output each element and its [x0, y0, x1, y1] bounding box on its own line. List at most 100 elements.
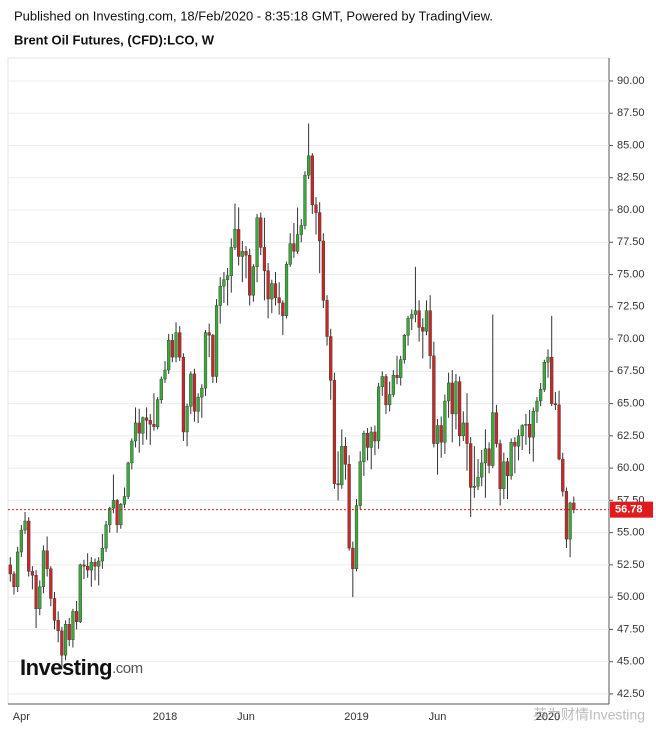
candle-body — [443, 400, 447, 443]
candle-body — [214, 305, 219, 377]
x-tick-label: 2019 — [344, 711, 368, 723]
candle-body — [130, 440, 134, 464]
candle-body — [251, 266, 255, 296]
candle-body — [568, 502, 572, 540]
candle-body — [292, 243, 296, 252]
y-tick-label: 82.50 — [617, 172, 645, 184]
candle-body — [329, 336, 333, 381]
candle-body — [259, 217, 263, 248]
y-tick-label: 42.50 — [617, 688, 645, 700]
candle-body — [222, 279, 226, 287]
candle-body — [185, 405, 189, 433]
candle-body — [262, 247, 267, 271]
candle-body — [354, 505, 359, 569]
candle-body — [336, 483, 340, 486]
candle-body — [23, 520, 27, 531]
candle-body — [93, 562, 97, 567]
watermark: 英为财情Investing — [533, 707, 645, 723]
candle-body — [266, 270, 270, 300]
candle-body — [340, 445, 344, 486]
candles — [8, 123, 576, 670]
candle-body — [391, 374, 395, 395]
candle-body — [557, 404, 561, 460]
last-price-box — [610, 501, 653, 518]
candle-body — [152, 424, 156, 428]
candle-body — [395, 374, 399, 378]
candle-body — [225, 275, 230, 280]
candle-body — [60, 630, 64, 656]
candle-body — [358, 461, 362, 506]
x-tick-label: Apr — [13, 711, 30, 723]
candle-body — [314, 204, 318, 213]
candle-body — [502, 461, 506, 489]
candle-body — [417, 310, 421, 328]
candle-body — [284, 264, 289, 317]
candle-body — [156, 399, 160, 428]
candle-body — [240, 251, 244, 257]
candle-body — [174, 332, 178, 358]
candle-body — [406, 318, 410, 336]
y-tick-label: 55.00 — [617, 527, 645, 539]
candle-body — [86, 565, 90, 571]
candle-body — [446, 382, 451, 402]
candle-body — [469, 443, 473, 488]
candle-body — [321, 240, 325, 301]
candle-body — [115, 500, 119, 526]
y-tick-label: 87.50 — [617, 107, 645, 119]
y-tick-label: 60.00 — [617, 462, 645, 474]
y-tick-label: 70.00 — [617, 333, 645, 345]
candle-body — [299, 225, 303, 235]
candle-body — [491, 412, 495, 466]
x-tick-label: Jun — [237, 711, 255, 723]
candle-body — [100, 547, 104, 562]
y-tick-label: 77.50 — [617, 236, 645, 248]
candle-body — [380, 376, 384, 388]
candle-body — [476, 476, 480, 487]
candle-body — [137, 422, 141, 434]
y-tick-label: 72.50 — [617, 301, 645, 313]
candle-body — [461, 422, 465, 437]
logo: Investing.com — [20, 655, 143, 680]
candle-body — [402, 334, 406, 360]
candle-body — [192, 373, 197, 412]
candle-body — [97, 560, 101, 567]
candle-body — [277, 297, 281, 304]
candle-body — [170, 340, 174, 358]
candle-body — [82, 564, 86, 567]
candle-body — [111, 500, 116, 509]
candle-body — [513, 442, 517, 447]
candle-body — [542, 362, 546, 390]
y-tick-label: 80.00 — [617, 204, 645, 216]
candle-body — [27, 520, 31, 572]
y-tick-label: 85.00 — [617, 139, 645, 151]
candle-body — [472, 485, 476, 488]
candle-body — [432, 355, 436, 444]
candle-body — [310, 155, 314, 206]
candle-body — [410, 314, 414, 319]
candle-body — [528, 424, 532, 438]
x-tick-label: 2020 — [536, 711, 560, 723]
candle-body — [307, 155, 311, 176]
y-tick-label: 90.00 — [617, 75, 645, 87]
candle-body — [450, 382, 454, 415]
candle-body — [167, 340, 171, 371]
candle-body — [439, 425, 443, 443]
candle-body — [74, 611, 79, 622]
candle-body — [203, 332, 208, 389]
candle-body — [561, 458, 565, 492]
candle-body — [108, 507, 112, 526]
candle-body — [38, 586, 42, 609]
candle-body — [104, 524, 108, 549]
chart-title: Brent Oil Futures, (CFD):LCO, W — [14, 32, 215, 47]
candle-body — [377, 386, 381, 442]
candle-body — [119, 504, 123, 526]
candle-body — [244, 251, 248, 256]
candle-body — [273, 283, 278, 298]
candle-body — [498, 443, 502, 489]
candle-body — [365, 433, 370, 448]
candle-body — [207, 332, 211, 336]
candle-body — [465, 422, 469, 444]
candle-body — [516, 435, 521, 447]
